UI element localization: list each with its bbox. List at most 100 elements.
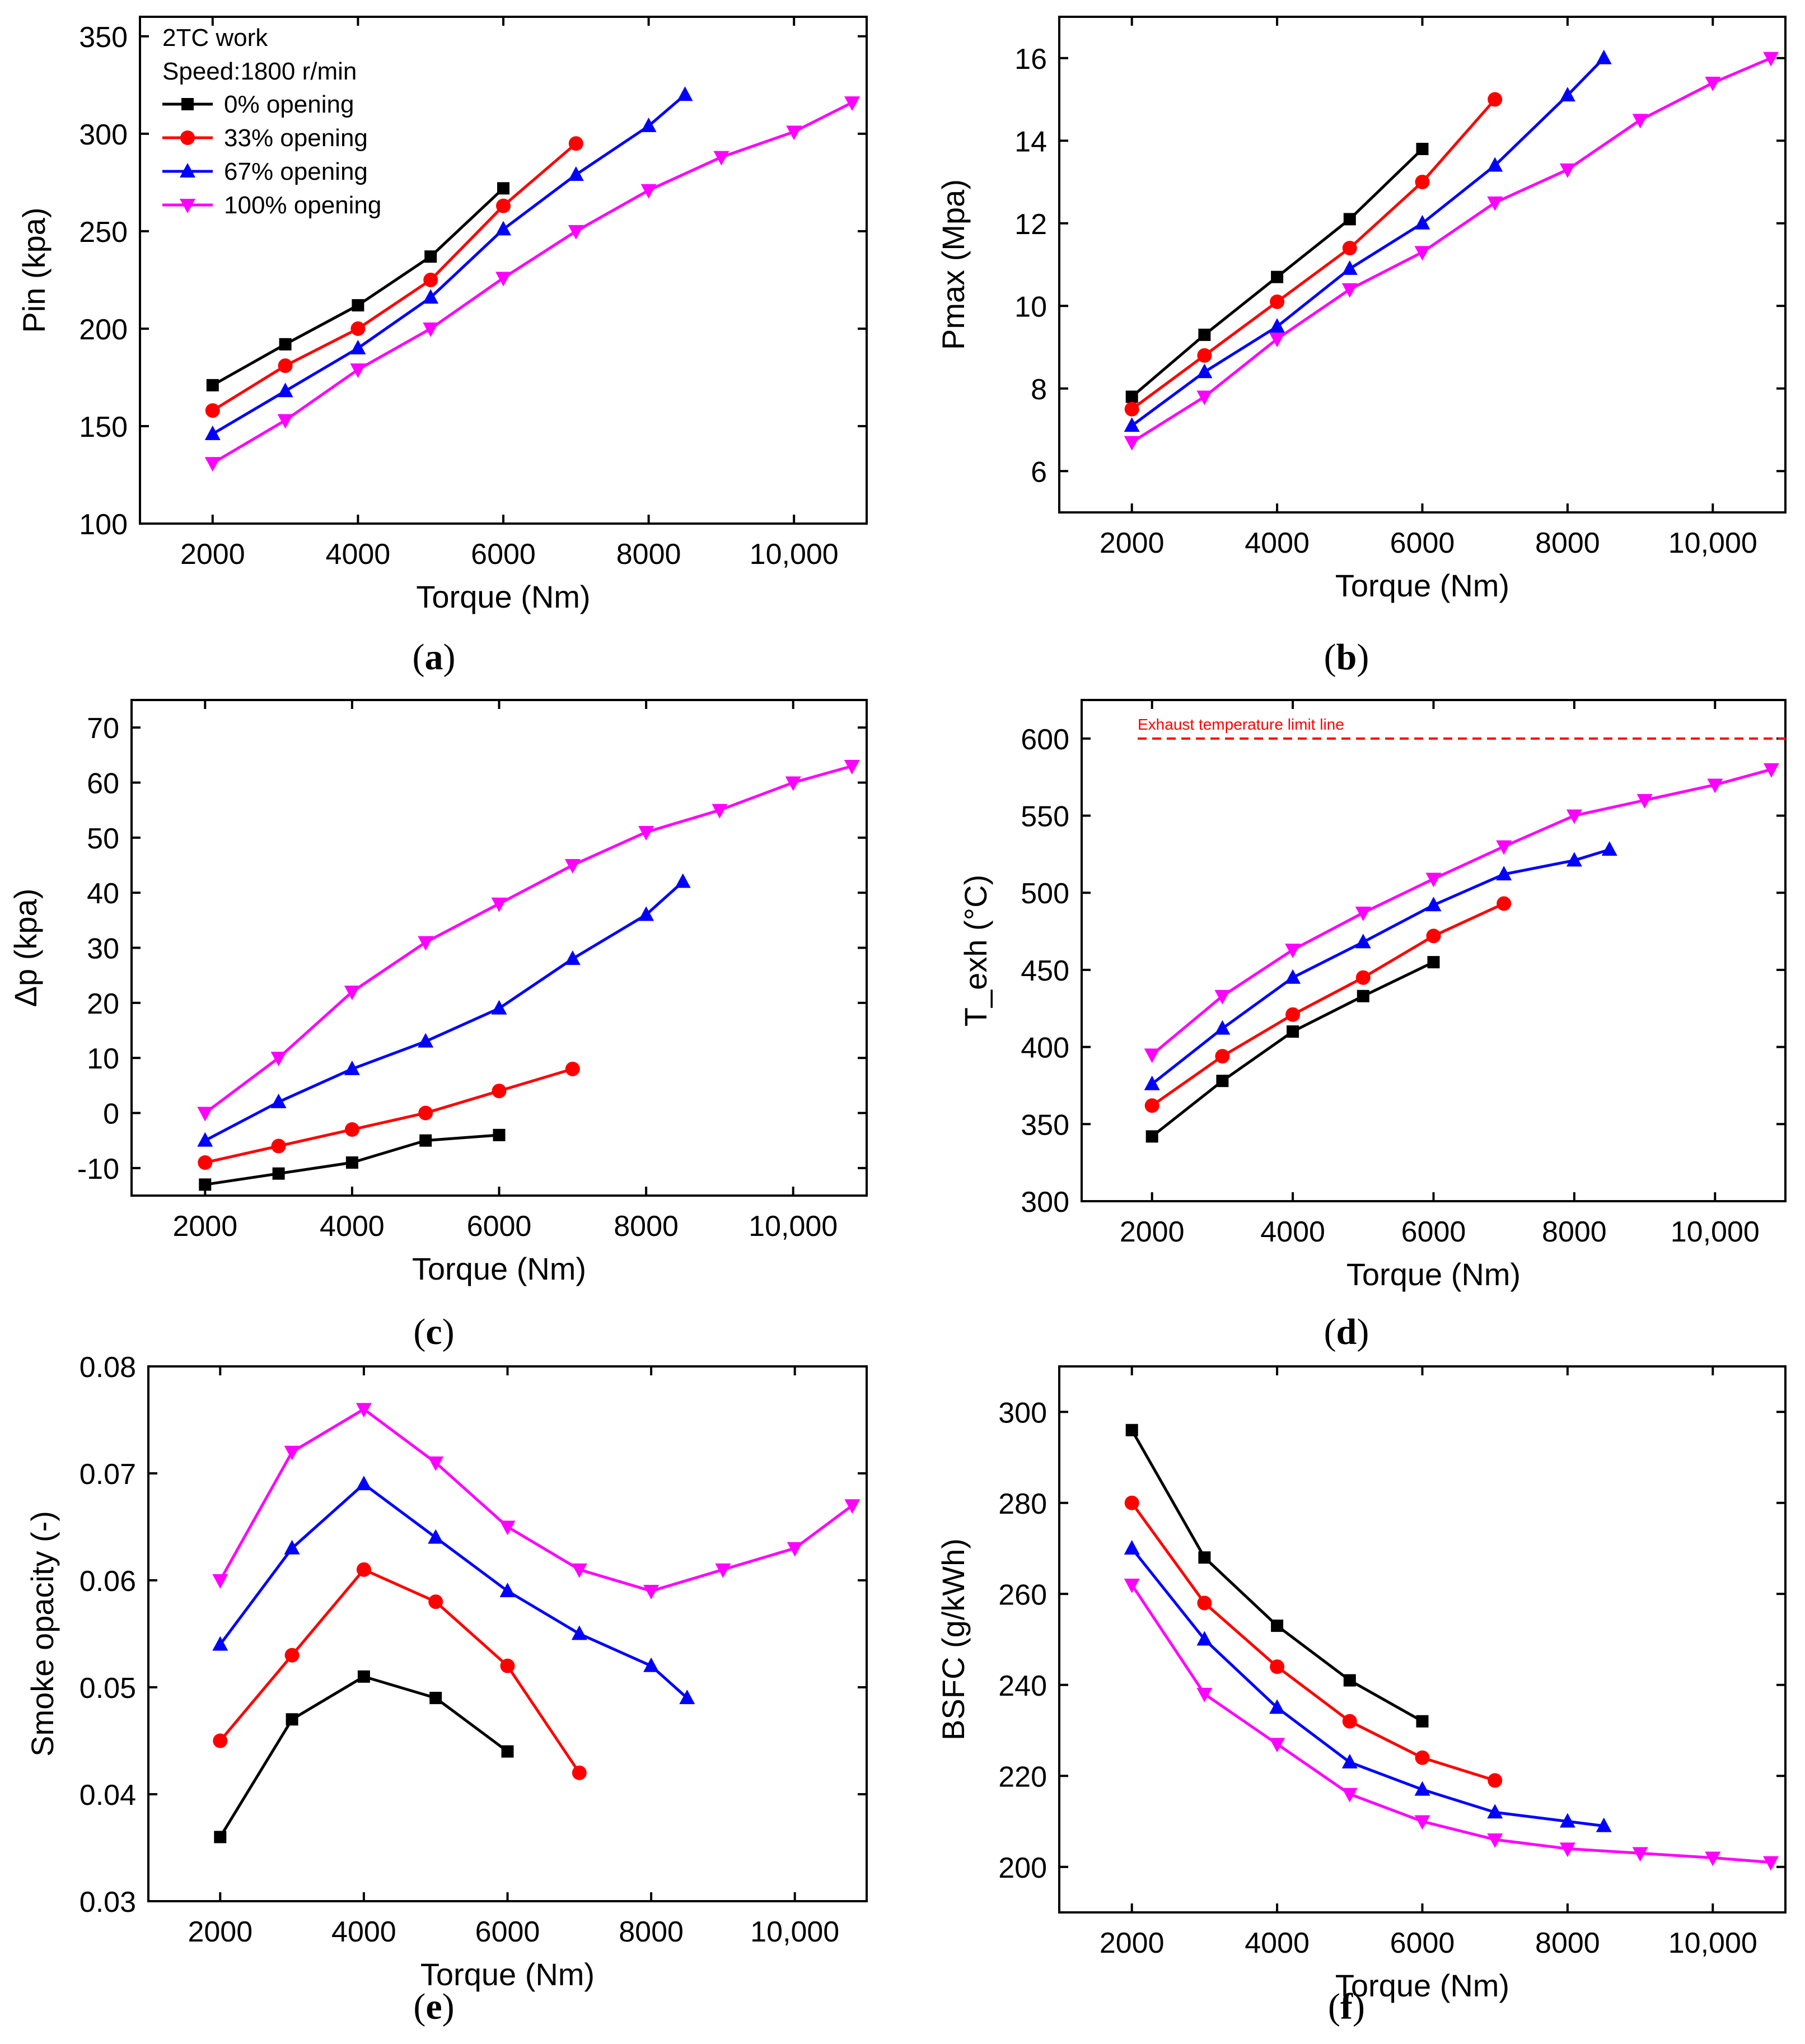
data-point (214, 1831, 227, 1844)
y-tick-label: 0.04 (80, 1779, 136, 1812)
y-tick-label: 70 (87, 712, 119, 745)
data-point (787, 1542, 803, 1557)
data-point (1355, 934, 1371, 949)
plot-frame (1058, 16, 1787, 514)
data-point (1145, 1130, 1158, 1143)
y-tick-label: 0.07 (80, 1458, 136, 1491)
data-point (284, 1539, 300, 1555)
data-point (1559, 163, 1575, 178)
panel-label: (e) (413, 1986, 454, 2027)
data-point (1197, 1595, 1212, 1611)
y-tick-label: 0.06 (80, 1565, 136, 1598)
x-tick-label: 10,000 (750, 538, 839, 571)
x-tick-label: 4000 (1245, 1927, 1310, 1959)
panel-label: (b) (1324, 637, 1369, 678)
x-tick-label: 8000 (616, 538, 681, 571)
data-point (270, 1093, 287, 1108)
data-point (499, 1520, 516, 1536)
chart-panel-f: 2000 4000 6000 8000 10,000 200 220 240 260 280 300… (936, 1365, 1787, 2027)
data-point (212, 1636, 228, 1651)
y-tick-label: 200 (79, 314, 128, 346)
data-point (1487, 1833, 1503, 1848)
data-point (1427, 956, 1440, 969)
data-point (638, 906, 654, 921)
data-point (1270, 1659, 1285, 1674)
x-axis-label: Torque (Nm) (420, 1957, 595, 1992)
data-point (1601, 841, 1617, 856)
data-point (568, 166, 584, 181)
data-point (428, 1594, 443, 1609)
x-tick-label: 2000 (172, 1210, 237, 1243)
data-point (572, 1765, 587, 1780)
chart-panel-a: 2000 4000 6000 8000 10,000 100 150 200 250 300 350… (16, 16, 868, 678)
data-point (1705, 1851, 1721, 1866)
data-point (492, 1084, 507, 1099)
data-point (197, 1107, 213, 1122)
data-point (352, 299, 364, 312)
series-line (219, 1567, 581, 1774)
y-tick-label: 50 (87, 823, 119, 855)
data-point (212, 1574, 228, 1589)
y-axis-label: Pmax (Mpa) (936, 179, 971, 350)
data-point (1415, 1750, 1430, 1765)
data-point (493, 1128, 506, 1141)
data-point (204, 457, 221, 472)
data-point (1285, 1007, 1301, 1022)
data-point (350, 339, 366, 354)
data-point (1596, 49, 1612, 64)
data-point (1425, 872, 1442, 888)
data-point (277, 382, 293, 398)
series-line (1151, 848, 1610, 1085)
data-point (418, 936, 434, 951)
exhaust-limit-label: Exhaust temperature limit line (1138, 716, 1344, 733)
data-point (199, 1178, 212, 1191)
data-point (278, 358, 293, 374)
y-tick-label: 450 (1021, 955, 1069, 987)
data-point (495, 272, 511, 287)
data-point (1144, 1048, 1160, 1063)
data-point (1559, 1813, 1575, 1828)
x-tick-label: 2000 (1100, 1927, 1165, 1959)
data-point (1763, 763, 1779, 778)
data-point (423, 289, 439, 304)
legend-swatch-marker (181, 98, 194, 110)
series-line (1151, 902, 1505, 1107)
data-point (1269, 333, 1285, 348)
y-tick-label: 10 (1014, 291, 1047, 323)
panel-label: (a) (413, 637, 456, 678)
x-tick-label: 10,000 (1671, 1216, 1760, 1248)
x-tick-label: 6000 (475, 1916, 540, 1948)
data-point (1341, 260, 1358, 275)
data-point (638, 826, 654, 841)
series-line (1151, 768, 1772, 1056)
data-point (418, 1105, 433, 1121)
data-point (1285, 969, 1301, 984)
data-point (1196, 1631, 1213, 1646)
data-point (428, 1529, 444, 1544)
data-point (1144, 1098, 1159, 1113)
y-axis-label: T_exh (°C) (958, 875, 993, 1026)
data-point (571, 1625, 587, 1640)
data-point (1632, 114, 1648, 129)
data-point (418, 1033, 434, 1048)
series-line (1131, 98, 1497, 410)
data-point (491, 1000, 507, 1015)
data-point (1269, 318, 1285, 333)
data-point (423, 322, 439, 337)
y-tick-label: 350 (1021, 1109, 1069, 1141)
x-tick-label: 4000 (326, 538, 391, 571)
data-point (640, 117, 657, 132)
plot-frame (1081, 699, 1787, 1202)
data-point (284, 1445, 300, 1460)
data-point (844, 1499, 861, 1514)
data-point (1196, 363, 1213, 379)
data-point (271, 1138, 286, 1154)
data-point (1488, 1773, 1503, 1788)
data-point (1343, 213, 1356, 226)
y-axis-label: Pin (kpa) (16, 207, 52, 333)
x-tick-label: 6000 (1390, 527, 1455, 559)
data-point (1559, 87, 1575, 102)
series-line (219, 1675, 508, 1838)
data-point (1341, 1753, 1358, 1768)
data-point (1355, 907, 1371, 922)
